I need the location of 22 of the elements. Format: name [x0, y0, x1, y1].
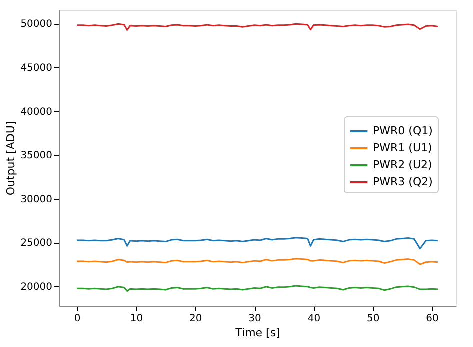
x-tick-label: 0 [74, 314, 81, 324]
legend-label: PWR0 (Q1) [373, 124, 433, 138]
y-tick-label: 20000 [20, 282, 52, 293]
y-tick-label: 45000 [20, 62, 52, 74]
x-tick-label: 60 [426, 314, 439, 324]
x-tick-label: 20 [190, 314, 202, 324]
y-tick-label: 40000 [20, 106, 52, 118]
x-tick-label: 10 [130, 314, 144, 324]
legend-label: PWR1 (U1) [373, 142, 432, 155]
legend-label: PWR2 (U2) [373, 158, 432, 172]
line-series [76, 237, 439, 250]
y-tick-label: 50000 [20, 19, 52, 30]
x-tick-label: 30 [248, 314, 262, 324]
x-tick-label: 40 [308, 314, 321, 324]
line-series [76, 23, 439, 31]
y-tick-label: 25000 [20, 238, 52, 250]
x-axis-title: Time [s] [234, 326, 280, 340]
x-tick-label: 50 [367, 314, 380, 324]
y-tick-label: 35000 [20, 150, 52, 162]
legend-label: PWR3 (Q2) [373, 176, 433, 189]
y-tick-label: 30000 [20, 194, 52, 206]
y-axis-title: Output [ADU] [4, 121, 18, 196]
